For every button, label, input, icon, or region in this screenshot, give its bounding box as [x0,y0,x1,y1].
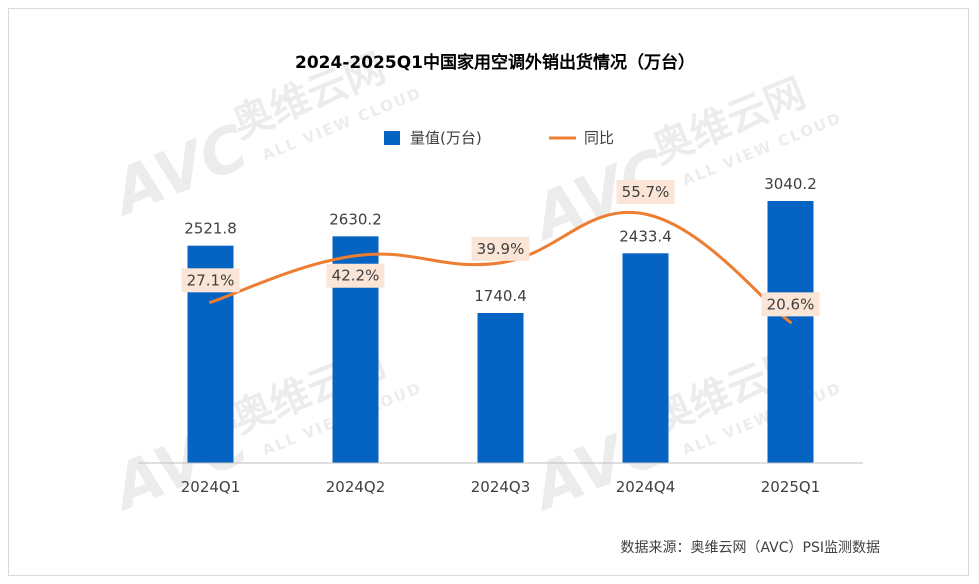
line-value-label: 39.9% [477,240,525,258]
bar-value-label: 2433.4 [619,227,672,245]
legend-bar-swatch [384,131,400,145]
legend: 量值(万台) 同比 [384,129,614,147]
line-value-label-bg [326,263,385,288]
source-note: 数据来源：奥维云网（AVC）PSI监测数据 [621,539,881,556]
line-value-label: 42.2% [332,267,380,285]
line-value-label-bg [471,236,530,261]
x-tick-label: 2024Q4 [616,478,676,496]
bar-value-label: 3040.2 [764,175,817,193]
line-value-label: 20.6% [767,295,815,313]
bar [477,313,524,463]
bar [767,201,814,463]
bar-series: 2521.8 2630.2 1740.4 2433.4 3040.2 [184,175,817,463]
watermark-brand: AVC [99,110,258,231]
line-value-label: 55.7% [622,183,670,201]
x-tick-label: 2024Q3 [471,478,531,496]
x-tick-label: 2025Q1 [761,478,821,496]
x-tick-label: 2024Q2 [326,478,386,496]
line-value-label-bg [181,268,240,293]
line-value-label-bg [616,180,675,205]
x-tick-label: 2024Q1 [181,478,241,496]
line-series: 27.1% 42.2% 39.9% 55.7% 20.6% [181,180,820,324]
yoy-line [209,210,792,324]
bar [622,253,669,463]
bar-value-label: 1740.4 [474,287,527,305]
line-value-label: 27.1% [187,271,235,289]
bar-value-label: 2630.2 [329,210,382,228]
line-value-label-bg [761,292,820,317]
x-axis-ticks: 2024Q1 2024Q2 2024Q3 2024Q4 2025Q1 [181,478,821,496]
legend-bar-label: 量值(万台) [410,129,482,147]
bar-value-label: 2521.8 [184,220,237,238]
watermark-brand: AVC [99,405,258,526]
legend-line-label: 同比 [584,129,614,147]
chart-title: 2024-2025Q1中国家用空调外销出货情况（万台） [295,52,695,73]
